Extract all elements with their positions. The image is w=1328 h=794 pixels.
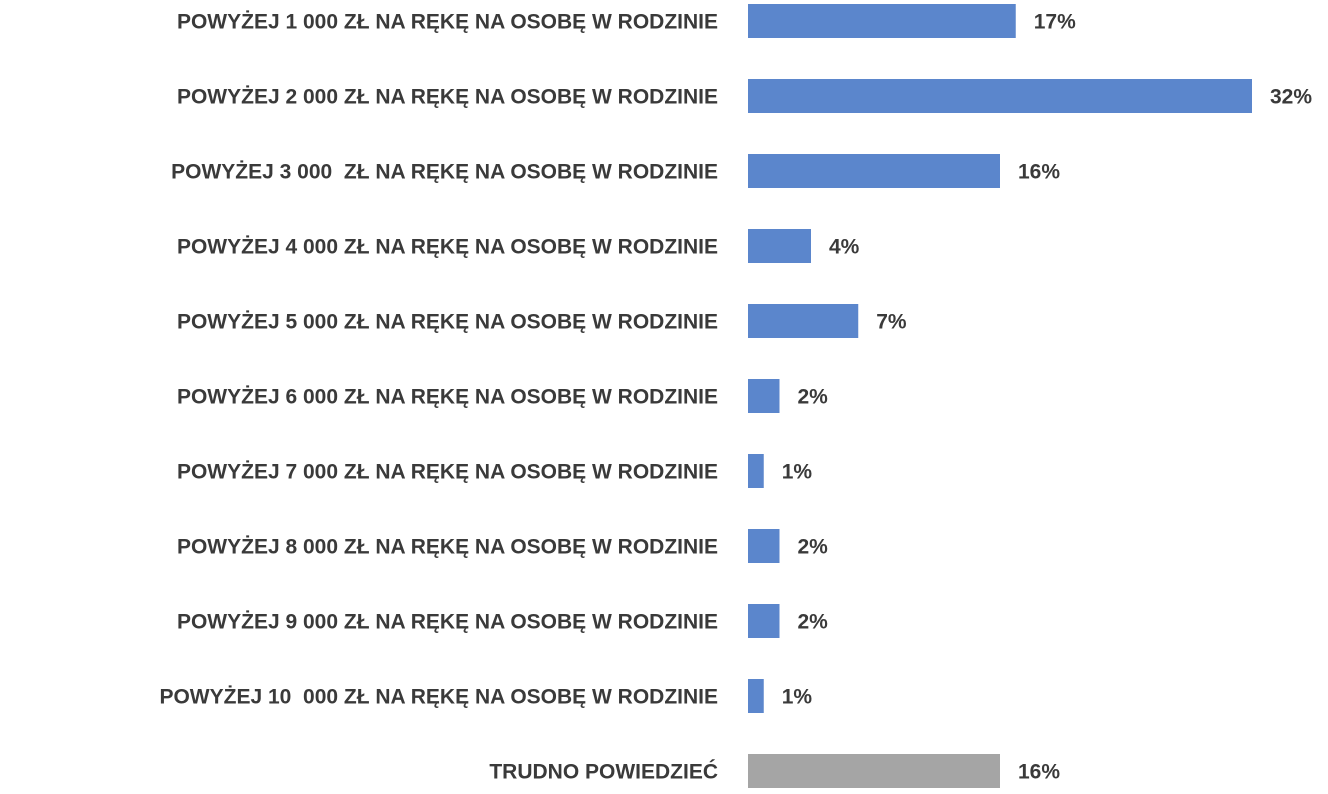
category-label: POWYŻEJ 9 000 ZŁ NA RĘKĘ NA OSOBĘ W RODZ… <box>177 611 718 634</box>
bar <box>748 304 859 338</box>
bar <box>748 229 811 263</box>
value-label: 16% <box>1018 761 1060 784</box>
value-label: 7% <box>876 311 907 334</box>
category-label: POWYŻEJ 3 000 ZŁ NA RĘKĘ NA OSOBĘ W RODZ… <box>171 161 718 184</box>
value-label: 32% <box>1270 86 1312 109</box>
category-label: POWYŻEJ 4 000 ZŁ NA RĘKĘ NA OSOBĘ W RODZ… <box>177 236 718 259</box>
category-label: TRUDNO POWIEDZIEĆ <box>489 760 718 784</box>
bar <box>748 154 1000 188</box>
category-label: POWYŻEJ 5 000 ZŁ NA RĘKĘ NA OSOBĘ W RODZ… <box>177 311 718 334</box>
value-label: 4% <box>829 236 860 259</box>
value-label: 2% <box>798 611 829 634</box>
category-label: POWYŻEJ 1 000 ZŁ NA RĘKĘ NA OSOBĘ W RODZ… <box>177 11 718 34</box>
bar <box>748 679 764 713</box>
category-label: POWYŻEJ 8 000 ZŁ NA RĘKĘ NA OSOBĘ W RODZ… <box>177 536 718 559</box>
bar <box>748 454 764 488</box>
value-label: 1% <box>782 686 813 709</box>
bar <box>748 754 1000 788</box>
category-label: POWYŻEJ 7 000 ZŁ NA RĘKĘ NA OSOBĘ W RODZ… <box>177 461 718 484</box>
category-label: POWYŻEJ 6 000 ZŁ NA RĘKĘ NA OSOBĘ W RODZ… <box>177 386 718 409</box>
value-label: 2% <box>798 386 829 409</box>
value-label: 2% <box>798 536 829 559</box>
bar <box>748 604 780 638</box>
bar <box>748 529 780 563</box>
category-label: POWYŻEJ 10 000 ZŁ NA RĘKĘ NA OSOBĘ W ROD… <box>159 686 718 709</box>
value-label: 1% <box>782 461 813 484</box>
bar <box>748 379 780 413</box>
bar <box>748 79 1252 113</box>
value-label: 16% <box>1018 161 1060 184</box>
category-label: POWYŻEJ 2 000 ZŁ NA RĘKĘ NA OSOBĘ W RODZ… <box>177 86 718 109</box>
bar <box>748 4 1016 38</box>
value-label: 17% <box>1034 11 1076 34</box>
